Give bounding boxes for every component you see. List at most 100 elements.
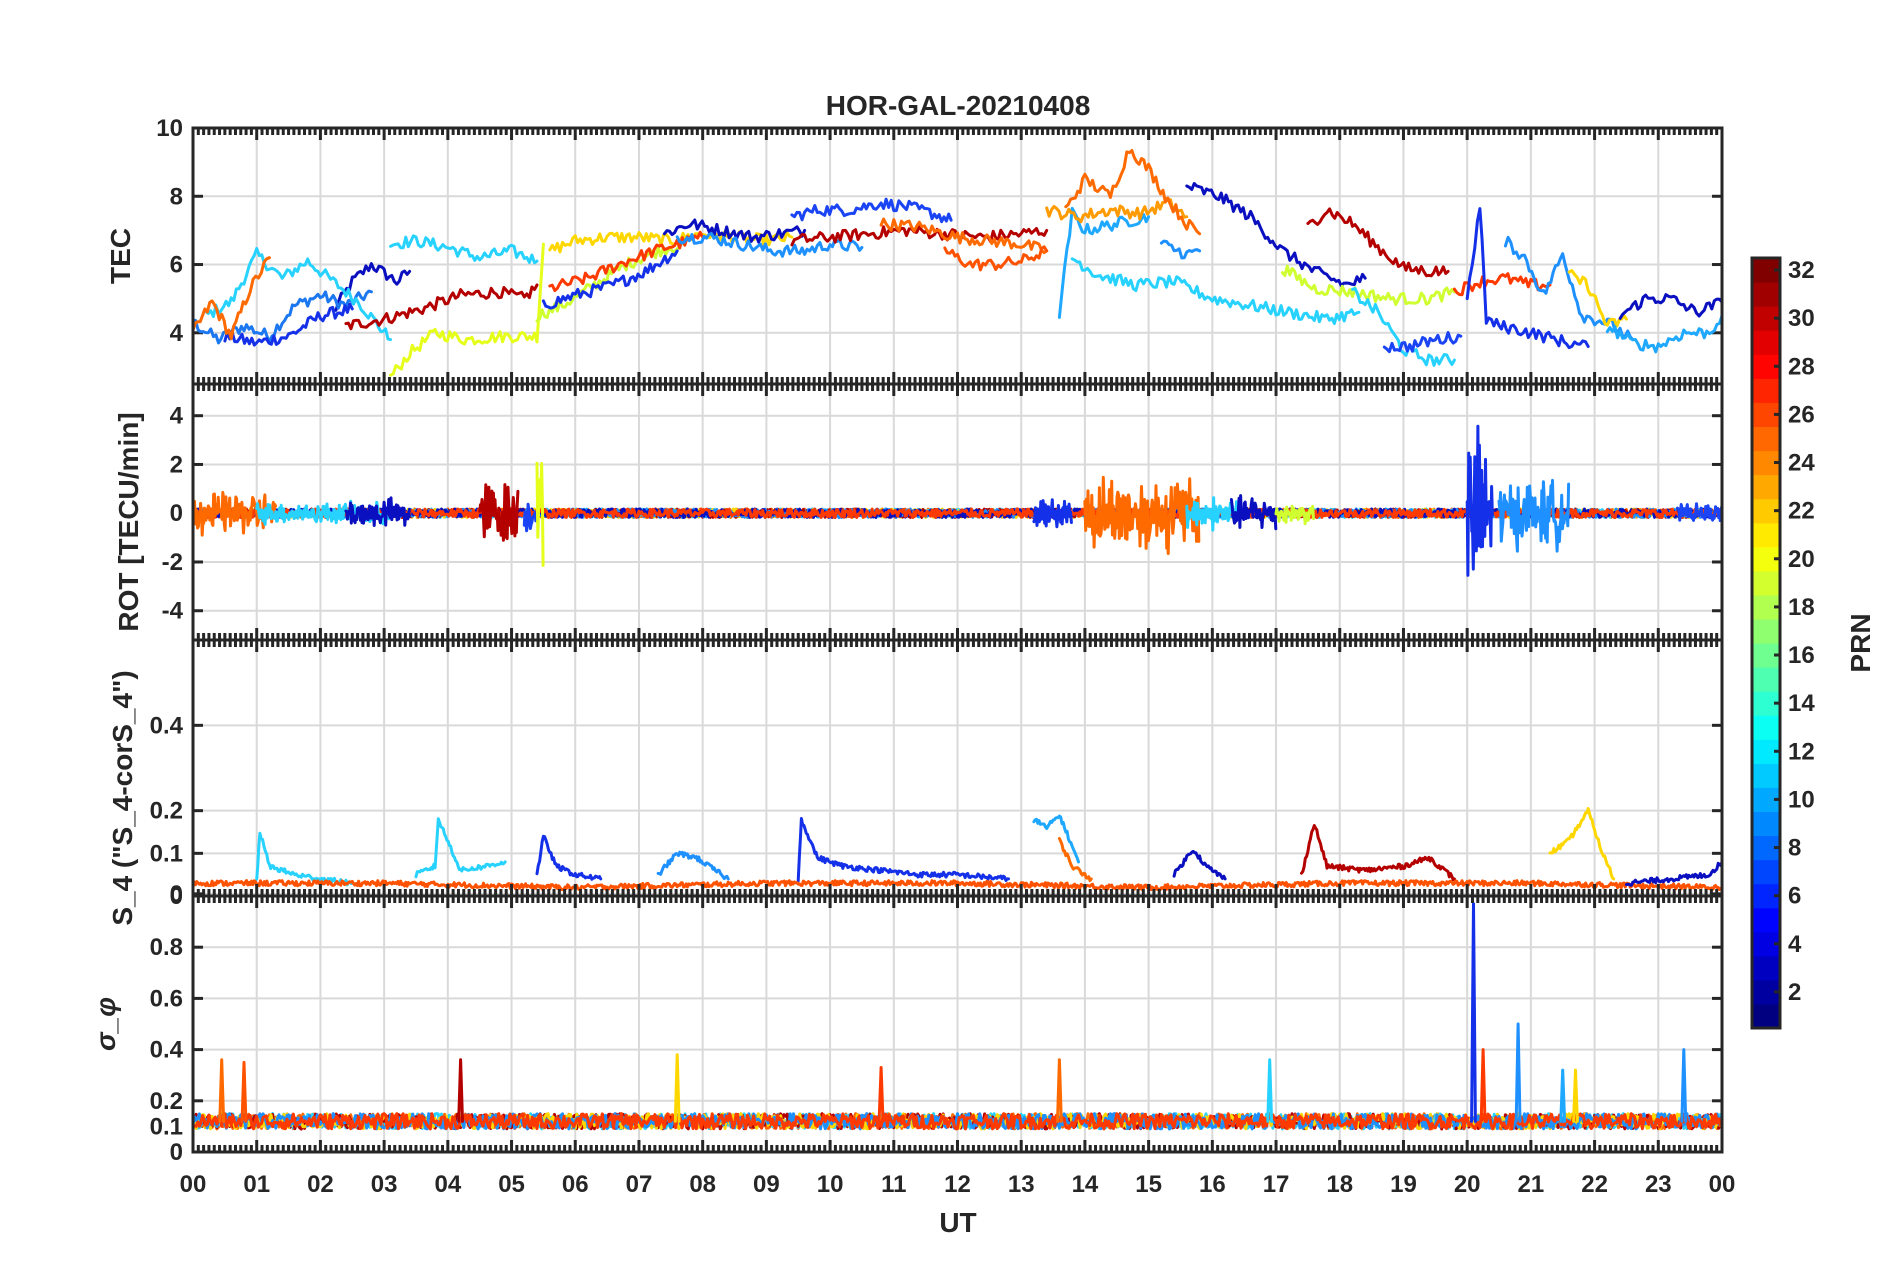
sigma-spike-5	[1056, 1058, 1063, 1123]
x-tick-label: 11	[881, 1171, 906, 1198]
tec-series-prn-4	[1465, 207, 1590, 350]
y-tick-label: 6	[170, 252, 183, 279]
y-tick-label: 8	[170, 183, 183, 210]
x-tick-label: 16	[1199, 1171, 1226, 1198]
colorbar-segment	[1752, 522, 1780, 548]
tec-series-prn-4	[541, 249, 679, 310]
colorbar-segment	[1752, 378, 1780, 403]
colorbar-segment	[1752, 955, 1780, 981]
colorbar-segment	[1752, 667, 1780, 692]
y-tick-label: 4	[170, 320, 184, 347]
s4-series-8	[1300, 824, 1456, 882]
sigma-spike-9	[1514, 1022, 1522, 1123]
panel-s4: 000.10.20.4S_4 ("S_4-corS_4")	[107, 638, 1724, 926]
tec-series-prn-18	[535, 237, 686, 323]
rot-burst-4	[522, 502, 538, 533]
colorbar-segment	[1752, 763, 1780, 788]
panel-tec: 4 6 8 10 TEC	[105, 115, 1724, 386]
tec-series-prn-30	[344, 283, 539, 331]
rot-burst-10	[1274, 504, 1315, 526]
tec-series-prn-12	[204, 246, 392, 342]
x-tick-label: 04	[434, 1171, 461, 1198]
s4-series-6	[1057, 837, 1093, 883]
tec-series-prn-9	[675, 232, 864, 258]
colorbar-tick-label: 32	[1788, 257, 1815, 284]
colorbar-tick-label: 2	[1788, 979, 1801, 1006]
colorbar-tick-label: 6	[1788, 883, 1801, 910]
tec-series-prn-8	[191, 289, 373, 345]
x-tick-label: 17	[1263, 1171, 1290, 1198]
tec-series-prn-19	[389, 242, 545, 377]
rot-burst-7	[1083, 475, 1201, 555]
sigma-spike-4	[877, 1066, 885, 1123]
rot-burst-5	[535, 461, 545, 567]
colorbar-segment	[1752, 282, 1780, 307]
s4-series-4	[796, 817, 1010, 883]
colorbar-segment	[1752, 859, 1780, 885]
x-tick-label: 03	[371, 1171, 398, 1198]
s4-series-3	[656, 850, 730, 881]
colorbar-frame	[1750, 256, 1782, 1030]
colorbar-segment	[1752, 426, 1780, 452]
sigma-spike-7	[1470, 902, 1477, 1123]
sigma-spike-1	[240, 1060, 248, 1123]
tec-series-prn-2	[662, 218, 807, 244]
sigma-spike-0	[218, 1058, 226, 1123]
colorbar-tick-label: 28	[1788, 353, 1815, 380]
colorbar-segment	[1752, 1003, 1780, 1029]
tec-series-prn-2	[331, 262, 412, 312]
tec-series-prn-12	[389, 234, 539, 265]
x-tick-label: 07	[626, 1171, 653, 1198]
y-tick-label: 0	[170, 500, 183, 527]
s4-series-2	[535, 834, 603, 881]
tec-series-prn-25	[191, 256, 271, 341]
x-tick-label: 10	[817, 1171, 844, 1198]
rot-burst-13	[1675, 502, 1724, 523]
y-tick-label: 0.6	[150, 985, 183, 1012]
tec-series-prn-26	[943, 245, 1049, 272]
colorbar-segment	[1752, 618, 1780, 644]
s4-series-1	[414, 817, 507, 879]
colorbar-tick-label: 14	[1788, 690, 1815, 717]
x-tick-label: 06	[562, 1171, 589, 1198]
colorbar-segment	[1752, 330, 1780, 355]
colorbar-tick-label: 4	[1788, 931, 1802, 958]
sigma-spike-11	[1572, 1068, 1579, 1123]
x-tick-label: 00	[180, 1171, 207, 1198]
sigma-baseline-5	[191, 1112, 1724, 1131]
s4-series-11	[1624, 860, 1724, 887]
x-tick-label: 15	[1135, 1171, 1162, 1198]
x-tick-label: 19	[1390, 1171, 1417, 1198]
x-tick-label: 12	[944, 1171, 971, 1198]
s4-series-9	[1548, 807, 1616, 881]
y-tick-label: 0	[170, 883, 183, 910]
sigma-spike-8	[1479, 1048, 1487, 1123]
colorbar-tick-label: 22	[1788, 498, 1815, 525]
s4-y-axis-label: S_4 ("S_4-corS_4")	[107, 670, 138, 925]
tec-series-prn-21	[1567, 269, 1628, 328]
rot-burst-11	[1465, 424, 1494, 577]
x-tick-label: 08	[689, 1171, 716, 1198]
colorbar-tick-label: 10	[1788, 786, 1815, 813]
colorbar-tick-label: 20	[1788, 546, 1815, 573]
tec-series-prn-9	[1503, 235, 1635, 342]
tec-series-prn-5	[790, 197, 953, 224]
tec-series-prn-30	[1306, 207, 1450, 278]
y-tick-label: 0	[170, 881, 183, 908]
y-tick-label: 4	[170, 403, 184, 430]
x-tick-label: 20	[1454, 1171, 1481, 1198]
rot-y-axis-label: ROT [TECU/min]	[113, 412, 144, 631]
sigma-spike-2	[457, 1058, 464, 1123]
colorbar-tick-label: 12	[1788, 738, 1815, 765]
y-tick-label: 0.1	[150, 1113, 183, 1140]
panel-rot: -4 -2 0 2 4 ROT [TECU/min]	[113, 382, 1724, 642]
rot-burst-8	[1185, 496, 1239, 532]
rot-burst-2	[344, 496, 411, 527]
x-tick-label: 18	[1326, 1171, 1353, 1198]
colorbar-segment	[1752, 907, 1780, 933]
tec-series-prn-12	[1070, 257, 1361, 325]
tec-series-prn-4	[223, 302, 354, 347]
sigma-spike-3	[673, 1053, 681, 1123]
